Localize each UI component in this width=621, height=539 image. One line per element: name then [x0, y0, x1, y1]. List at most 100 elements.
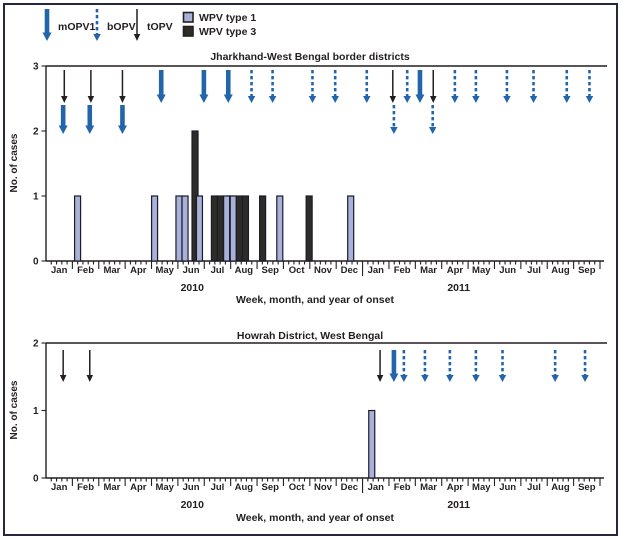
year-label: 2010 — [181, 282, 205, 294]
month-label: Aug — [551, 482, 570, 493]
mopv1-arrowhead-icon — [58, 125, 68, 134]
bopv-arrowhead-icon — [563, 96, 571, 103]
y-tick-label: 2 — [33, 127, 39, 138]
wpv3-case-bar — [305, 195, 313, 262]
wpv3-case-bar — [241, 195, 250, 262]
bopv-arrowhead-icon — [472, 96, 480, 103]
topv-arrowhead-icon — [61, 96, 68, 103]
wpv1-case-bar — [150, 195, 159, 262]
month-label: Jul — [211, 265, 225, 276]
mopv1-arrowhead-icon — [42, 32, 52, 41]
bopv-arrowhead-icon — [581, 375, 589, 382]
mopv1-arrowhead-icon — [156, 94, 166, 103]
month-label: Mar — [103, 482, 120, 493]
y-axis-label: No. of cases — [9, 133, 20, 192]
y-axis-label: No. of cases — [9, 380, 20, 439]
bopv-arrowhead-icon — [268, 96, 277, 103]
wpv1-case-bar — [181, 195, 189, 262]
month-label: Jun — [183, 482, 200, 493]
month-label: Dec — [341, 265, 358, 276]
y-tick-label: 0 — [33, 474, 39, 485]
mopv1-arrowhead-icon — [85, 125, 95, 134]
topv-arrowhead-icon — [389, 96, 397, 103]
legend-label-wpv1: WPV type 1 — [199, 12, 256, 24]
month-label: May — [472, 482, 491, 493]
y-tick-label: 0 — [33, 257, 39, 268]
bopv-arrowhead-icon — [247, 96, 256, 103]
wpv1-case-bar — [195, 195, 204, 262]
month-label: Dec — [341, 482, 358, 493]
chart-title: Howrah District, West Bengal — [237, 330, 383, 342]
month-label: Jul — [211, 482, 225, 493]
month-label: Apr — [130, 482, 147, 493]
bopv-arrowhead-icon — [400, 375, 408, 382]
wpv3-case-bar — [216, 195, 225, 262]
topv-arrowhead-icon — [133, 34, 141, 41]
month-label: May — [472, 265, 491, 276]
month-label: Aug — [235, 482, 254, 493]
month-label: Mar — [420, 482, 437, 493]
legend: mOPV1 bOPV tOPV WPV type 1 WPV type 3 — [42, 9, 256, 41]
month-label: Apr — [447, 482, 464, 493]
chart-howrah: Howrah District, West Bengal No. of case… — [9, 330, 607, 524]
wpv1-case-bar — [223, 195, 231, 262]
bopv-arrowhead-icon — [503, 96, 511, 103]
year-label: 2011 — [447, 499, 470, 511]
legend-arrow-icons — [42, 9, 141, 41]
topv-arrowhead-icon — [59, 375, 67, 382]
wpv3-case-bar — [259, 195, 267, 262]
wpv1-case-bar — [347, 195, 355, 262]
month-label: May — [155, 265, 174, 276]
legend-label-mopv1: mOPV1 — [58, 21, 96, 33]
month-label: Feb — [77, 265, 94, 276]
month-label: Jun — [499, 265, 516, 276]
y-tick-label: 1 — [33, 406, 39, 417]
mopv1-arrowhead-icon — [199, 94, 209, 103]
bopv-arrowhead-icon — [551, 375, 559, 382]
legend-label-topv: tOPV — [147, 21, 173, 33]
month-label: Mar — [420, 265, 437, 276]
year-label: 2010 — [181, 499, 205, 511]
bopv-arrowhead-icon — [498, 375, 507, 382]
month-label: Feb — [77, 482, 94, 493]
month-label: Nov — [314, 482, 333, 493]
plot-area-howrah: 0 1 2 Jan Feb Mar Apr May Jun Jul Aug Sep Oct Nov Dec J… — [33, 339, 607, 511]
wpv3-case-bar — [210, 195, 219, 262]
bopv-arrowhead-icon — [472, 375, 480, 382]
mopv1-arrowhead-icon — [415, 94, 425, 103]
legend-label-wpv3: WPV type 3 — [199, 26, 256, 38]
mopv1-arrowhead-icon — [389, 373, 399, 382]
month-label: Feb — [394, 482, 411, 493]
month-label: Jan — [51, 265, 68, 276]
wpv1-case-bar — [276, 195, 284, 262]
month-label: Sep — [578, 482, 596, 493]
topv-arrowhead-icon — [87, 96, 95, 103]
bopv-arrowhead-icon — [363, 96, 371, 103]
y-tick-label: 1 — [33, 192, 39, 203]
chart-title: Jharkhand-West Bengal border districts — [210, 51, 410, 63]
month-label: Jan — [368, 482, 385, 493]
topv-arrowhead-icon — [429, 96, 437, 103]
x-axis-label: Week, month, and year of onset — [236, 294, 394, 306]
bopv-arrowhead-icon — [331, 96, 339, 103]
wpv1-case-bar — [73, 195, 82, 262]
legend-label-bopv: bOPV — [107, 21, 136, 33]
wpv1-case-bar — [229, 195, 237, 262]
month-label: Sep — [578, 265, 596, 276]
month-label: Jan — [51, 482, 68, 493]
y-tick-label: 3 — [33, 62, 39, 73]
mopv1-arrowhead-icon — [117, 125, 127, 134]
topv-arrowhead-icon — [86, 375, 94, 382]
wpv1-case-bar — [175, 195, 183, 262]
bopv-arrowhead-icon — [390, 127, 398, 134]
topv-arrowhead-icon — [376, 375, 384, 382]
bopv-arrowhead-icon — [428, 127, 437, 134]
month-label: Sep — [262, 482, 280, 493]
year-label: 2011 — [447, 282, 470, 294]
bopv-arrowhead-icon — [421, 375, 429, 382]
bopv-arrowhead-icon — [585, 96, 594, 103]
bopv-arrowhead-icon — [93, 34, 101, 41]
bopv-arrowhead-icon — [403, 96, 411, 103]
